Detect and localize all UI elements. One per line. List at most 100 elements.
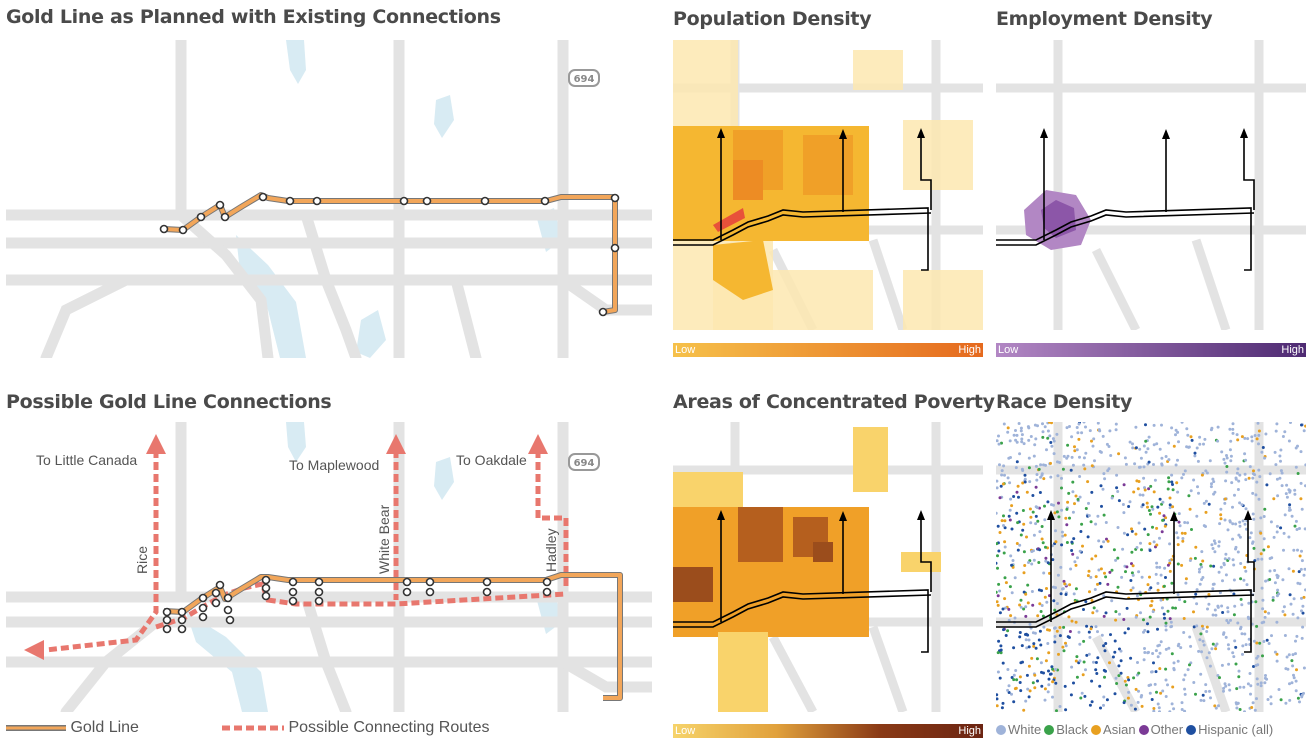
race-dot (1010, 692, 1013, 696)
race-dot (1009, 614, 1013, 618)
race-dot (1036, 679, 1039, 683)
race-dot (1124, 683, 1128, 687)
race-dot (1288, 698, 1292, 702)
race-dot (1238, 685, 1242, 689)
race-dot (1216, 425, 1220, 429)
race-dot (1130, 562, 1133, 566)
race-dot (1282, 605, 1286, 609)
race-dot (1281, 578, 1285, 582)
race-dot (1284, 701, 1288, 705)
race-dot (1275, 422, 1279, 426)
race-dot (1000, 441, 1003, 445)
race-dot (1195, 624, 1199, 628)
race-dot (1225, 465, 1229, 468)
race-dot (1198, 582, 1202, 586)
race-dot (1033, 423, 1037, 427)
race-dot (1048, 422, 1051, 424)
race-dot (1156, 655, 1160, 659)
race-dot (1293, 492, 1297, 496)
race-dot (1069, 468, 1073, 472)
race-dot (1230, 481, 1234, 485)
race-dot (1164, 667, 1168, 671)
race-dot (1045, 600, 1049, 604)
race-dot (1114, 422, 1118, 426)
race-dot (1000, 519, 1004, 523)
planned-map: 694 (6, 40, 652, 358)
race-dot (1234, 522, 1238, 526)
race-dot (1182, 631, 1186, 634)
race-dot (1166, 487, 1170, 491)
gold-line-stations (159, 192, 620, 317)
race-dot (1275, 524, 1279, 528)
race-dot (1237, 675, 1241, 679)
race-dot (1014, 669, 1018, 672)
race-dot (1168, 503, 1172, 507)
race-dot (1164, 621, 1168, 625)
race-dot (1025, 646, 1029, 650)
race-dot (1254, 600, 1258, 604)
race-dot (1177, 512, 1181, 516)
race-dot (1243, 472, 1247, 476)
race-dot (1256, 663, 1260, 667)
race-dot (1043, 687, 1047, 691)
race-dot (1039, 661, 1043, 665)
race-dot (1266, 698, 1270, 701)
race-dot (1049, 461, 1052, 465)
race-dot (1221, 611, 1225, 614)
race-dot (1223, 682, 1227, 686)
race-dot (1143, 651, 1147, 654)
race-dot (1155, 690, 1158, 694)
race-dot (1138, 465, 1142, 469)
race-dot (1207, 593, 1211, 596)
race-dot (1233, 639, 1237, 643)
race-dot (1065, 507, 1069, 511)
race-dot (1098, 450, 1102, 453)
race-dot (1081, 544, 1084, 548)
race-dot (1167, 458, 1171, 462)
race-dot (1045, 587, 1048, 590)
race-dot (1136, 700, 1140, 704)
race-dot (1151, 507, 1155, 511)
race-dot (1090, 557, 1094, 561)
race-dot (1261, 598, 1265, 602)
race-dot (1031, 631, 1035, 635)
race-dot (1022, 522, 1026, 526)
race-dot (1241, 652, 1244, 656)
race-dot (996, 566, 999, 570)
race-dot (1056, 573, 1060, 577)
race-dot (1294, 689, 1298, 693)
race-dot (1195, 446, 1199, 450)
race-dot (1111, 655, 1115, 659)
race-legend-label: Black (1056, 722, 1089, 737)
scale-low-label: Low (675, 725, 696, 737)
race-dot (1133, 707, 1137, 711)
race-dot (1027, 664, 1031, 668)
race-dot (1045, 448, 1048, 452)
race-dot (1168, 559, 1172, 562)
race-dot (1044, 545, 1047, 549)
race-dot (1235, 702, 1239, 706)
race-dot (1257, 442, 1260, 446)
race-dot (1030, 590, 1034, 593)
race-dot (1138, 493, 1142, 497)
race-dot (1297, 570, 1301, 574)
race-dot (1217, 704, 1220, 708)
race-dot (1024, 592, 1028, 596)
race-dot (1278, 476, 1282, 480)
race-dot (1113, 639, 1117, 643)
race-dot (1015, 440, 1019, 444)
race-dot (1041, 614, 1045, 618)
race-dot (1006, 629, 1010, 633)
race-dot (1066, 443, 1070, 447)
race-dot (1158, 447, 1162, 451)
race-dot (1043, 518, 1047, 522)
race-dot (1198, 638, 1202, 642)
race-dot (997, 442, 1001, 446)
race-dot (1161, 518, 1165, 522)
race-dot (1188, 507, 1192, 511)
race-dot (1071, 463, 1075, 467)
race-dot (1074, 659, 1078, 663)
race-dot (1202, 643, 1206, 647)
race-dot (1129, 588, 1133, 592)
race-dot (1049, 475, 1053, 479)
